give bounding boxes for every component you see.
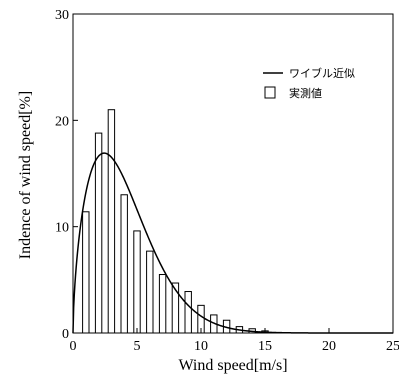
bar-series [82,109,269,334]
legend-curve-label: ワイブル近似 [289,66,355,80]
y-tick-label: 10 [55,221,69,236]
legend-bar-swatch [264,86,276,99]
x-tick-label: 0 [70,339,77,354]
axis-tick-labels: 0 5 10 15 20 25 0 10 20 30 [55,8,399,354]
y-tick-label: 0 [62,327,69,342]
bar [184,291,192,334]
x-tick-label: 5 [134,339,141,354]
plot-frame [72,13,394,334]
bar [107,109,116,334]
bar [146,250,154,334]
bar [133,230,141,334]
x-axis-title: Wind speed[m/s] [178,357,287,374]
y-tick-label: 30 [55,8,69,23]
bar [158,274,167,334]
x-tick-label: 15 [258,339,272,354]
bar [82,211,90,334]
bar [120,194,128,334]
x-tick-label: 10 [194,339,208,354]
axis-ticks [72,13,394,334]
legend-bar-label: 実測値 [289,86,322,100]
y-axis-title: Indence of wind speed[%] [17,91,34,259]
x-tick-label: 20 [322,339,336,354]
x-tick-label: 25 [386,339,399,354]
y-tick-label: 20 [55,114,69,129]
bar [94,132,103,334]
legend: ワイブル近似 実測値 [263,66,355,100]
